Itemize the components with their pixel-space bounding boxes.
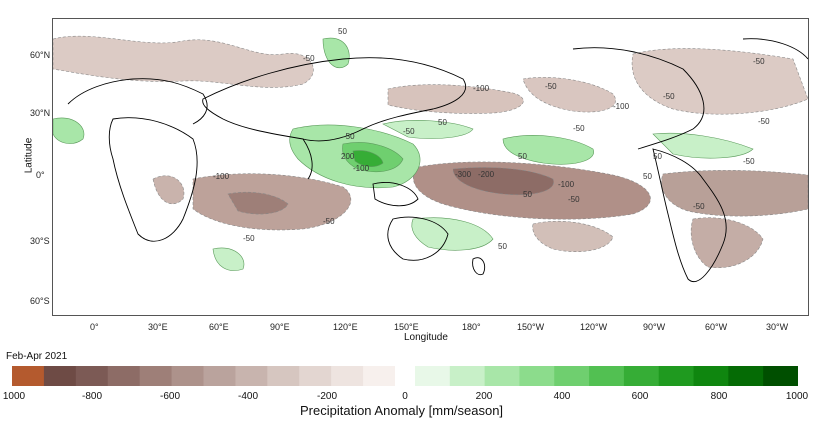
lon-tick: 120°W	[580, 322, 608, 332]
contour-label: 50	[338, 27, 347, 36]
colorbar-swatch-wet	[623, 366, 660, 386]
colorbar-swatch-dry	[12, 366, 45, 386]
lon-tick: 180°	[462, 322, 481, 332]
colorbar-label: -400	[237, 391, 259, 402]
colorbar-label: 1000	[785, 391, 809, 402]
colorbar-swatch-dry	[107, 366, 141, 386]
contour-labels: -50 50 -50 -100 -50 -100 -50 -50 -50 50 …	[213, 27, 770, 251]
contour-label: -50	[758, 117, 770, 126]
contour-label: -50	[403, 127, 415, 136]
lat-tick-60n: 60°N	[30, 50, 51, 60]
contour-label: -50	[545, 82, 557, 91]
contour-label: 50	[518, 152, 527, 161]
contour-label: -50	[568, 195, 580, 204]
colorbar-swatch-dry	[267, 366, 300, 386]
colorbar-swatch-wet	[589, 366, 625, 386]
contour-label: -50	[743, 157, 755, 166]
colorbar-label: 600	[631, 391, 649, 402]
colorbar-label: 1000	[2, 391, 26, 402]
colorbar-swatch-dry	[331, 366, 364, 386]
lon-tick: 30°E	[148, 322, 168, 332]
lon-tick: 30°W	[766, 322, 789, 332]
contour-label: -50	[693, 202, 705, 211]
colorbar-swatch-dry	[75, 366, 109, 386]
season-label: Feb-Apr 2021	[6, 351, 68, 362]
contour-label: -50	[243, 234, 255, 243]
colorbar-swatch-neutral	[395, 366, 415, 386]
contour-label: 50	[438, 118, 447, 127]
contour-label: -100	[613, 102, 630, 111]
colorbar-label: -200	[316, 391, 338, 402]
contour-label: -50	[663, 92, 675, 101]
coastlines	[67, 38, 808, 282]
contour-label: 50	[498, 242, 507, 251]
contour-label: 50	[653, 152, 662, 161]
colorbar-swatch-dry	[363, 366, 396, 386]
contour-label: 50	[523, 190, 532, 199]
contour-label: -100	[353, 164, 370, 173]
colorbar-swatch-dry	[43, 366, 77, 386]
contour-label: -100	[558, 180, 575, 189]
wet-anomaly-regions	[53, 37, 754, 271]
contour-label: -200	[478, 170, 495, 179]
colorbar-swatch-wet	[693, 366, 729, 386]
colorbar-swatch-wet	[484, 366, 520, 386]
colorbar-label: 400	[553, 391, 571, 402]
colorbar-swatch-wet	[658, 366, 695, 386]
colorbar-label: -600	[159, 391, 181, 402]
lon-tick: 120°E	[333, 322, 358, 332]
contour-label: 200	[341, 152, 355, 161]
contour-label: -50	[573, 124, 585, 133]
colorbar-label: 0	[402, 391, 408, 402]
contour-label: -50	[343, 132, 355, 141]
lon-tick: 0°	[90, 322, 99, 332]
lon-tick: 150°E	[394, 322, 419, 332]
lon-tick: 150°W	[517, 322, 545, 332]
colorbar-label: 800	[710, 391, 728, 402]
lat-tick-eq: 0°	[36, 170, 45, 180]
contour-label: -300	[455, 170, 472, 179]
colorbar-label: -800	[81, 391, 103, 402]
lat-tick-60s: 60°S	[30, 296, 50, 306]
contour-label: -50	[323, 217, 335, 226]
colorbar-swatch-wet	[554, 366, 590, 386]
colorbar-title: Precipitation Anomaly [mm/season]	[300, 403, 504, 418]
map-canvas: -50 50 -50 -100 -50 -100 -50 -50 -50 50 …	[53, 27, 808, 282]
contour-label: -50	[753, 57, 765, 66]
colorbar-swatch-wet	[763, 366, 798, 386]
contour-label: -50	[303, 54, 315, 63]
colorbar-swatch-wet	[415, 366, 451, 386]
contour-label: -100	[213, 172, 230, 181]
precipitation-map: -50 50 -50 -100 -50 -100 -50 -50 -50 50 …	[52, 18, 809, 316]
latitude-axis-title: Latitude	[23, 137, 35, 174]
contour-label: 50	[643, 172, 652, 181]
lat-tick-30n: 30°N	[30, 108, 51, 118]
colorbar	[12, 366, 798, 386]
contour-label: -100	[473, 84, 490, 93]
colorbar-swatch-wet	[449, 366, 486, 386]
lon-tick: 90°W	[643, 322, 666, 332]
colorbar-swatch-wet	[519, 366, 555, 386]
colorbar-swatch-wet	[728, 366, 764, 386]
colorbar-label: 200	[475, 391, 493, 402]
colorbar-swatch-dry	[299, 366, 332, 386]
dry-anomaly-regions	[53, 35, 808, 269]
colorbar-swatch-dry	[171, 366, 204, 386]
colorbar-swatch-dry	[203, 366, 236, 386]
lat-tick-30s: 30°S	[30, 236, 50, 246]
lon-tick: 60°W	[705, 322, 728, 332]
lon-tick: 60°E	[209, 322, 229, 332]
colorbar-swatch-dry	[139, 366, 173, 386]
colorbar-swatch-dry	[235, 366, 268, 386]
lon-tick: 90°E	[270, 322, 290, 332]
longitude-axis-title: Longitude	[404, 332, 448, 343]
